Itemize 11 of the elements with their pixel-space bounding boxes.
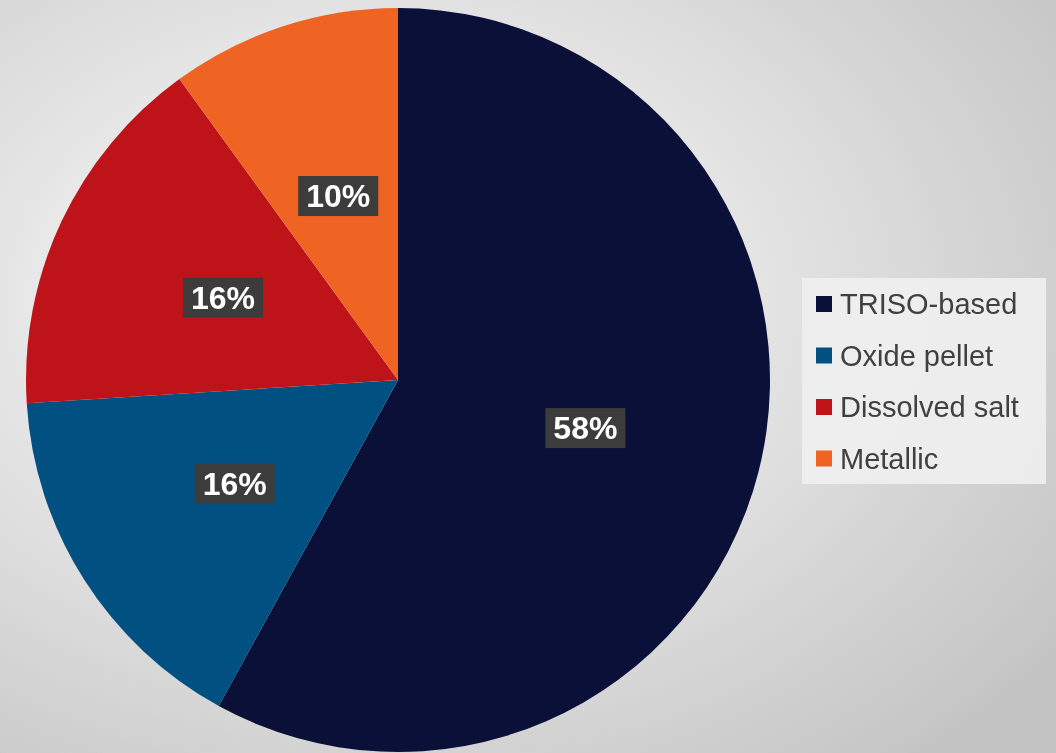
- pie-slice: [26, 380, 398, 706]
- legend-label: Metallic: [840, 442, 939, 475]
- pie-slice: [26, 79, 398, 404]
- pie-slice: [179, 8, 398, 380]
- data-label: 16%: [190, 279, 255, 316]
- legend-label: Oxide pellet: [840, 339, 994, 372]
- legend-label: Dissolved salt: [840, 391, 1019, 423]
- legend-label: TRISO-based: [840, 288, 1018, 320]
- data-label: 58%: [553, 410, 618, 447]
- data-label: 10%: [306, 178, 371, 215]
- data-label: 16%: [202, 465, 267, 502]
